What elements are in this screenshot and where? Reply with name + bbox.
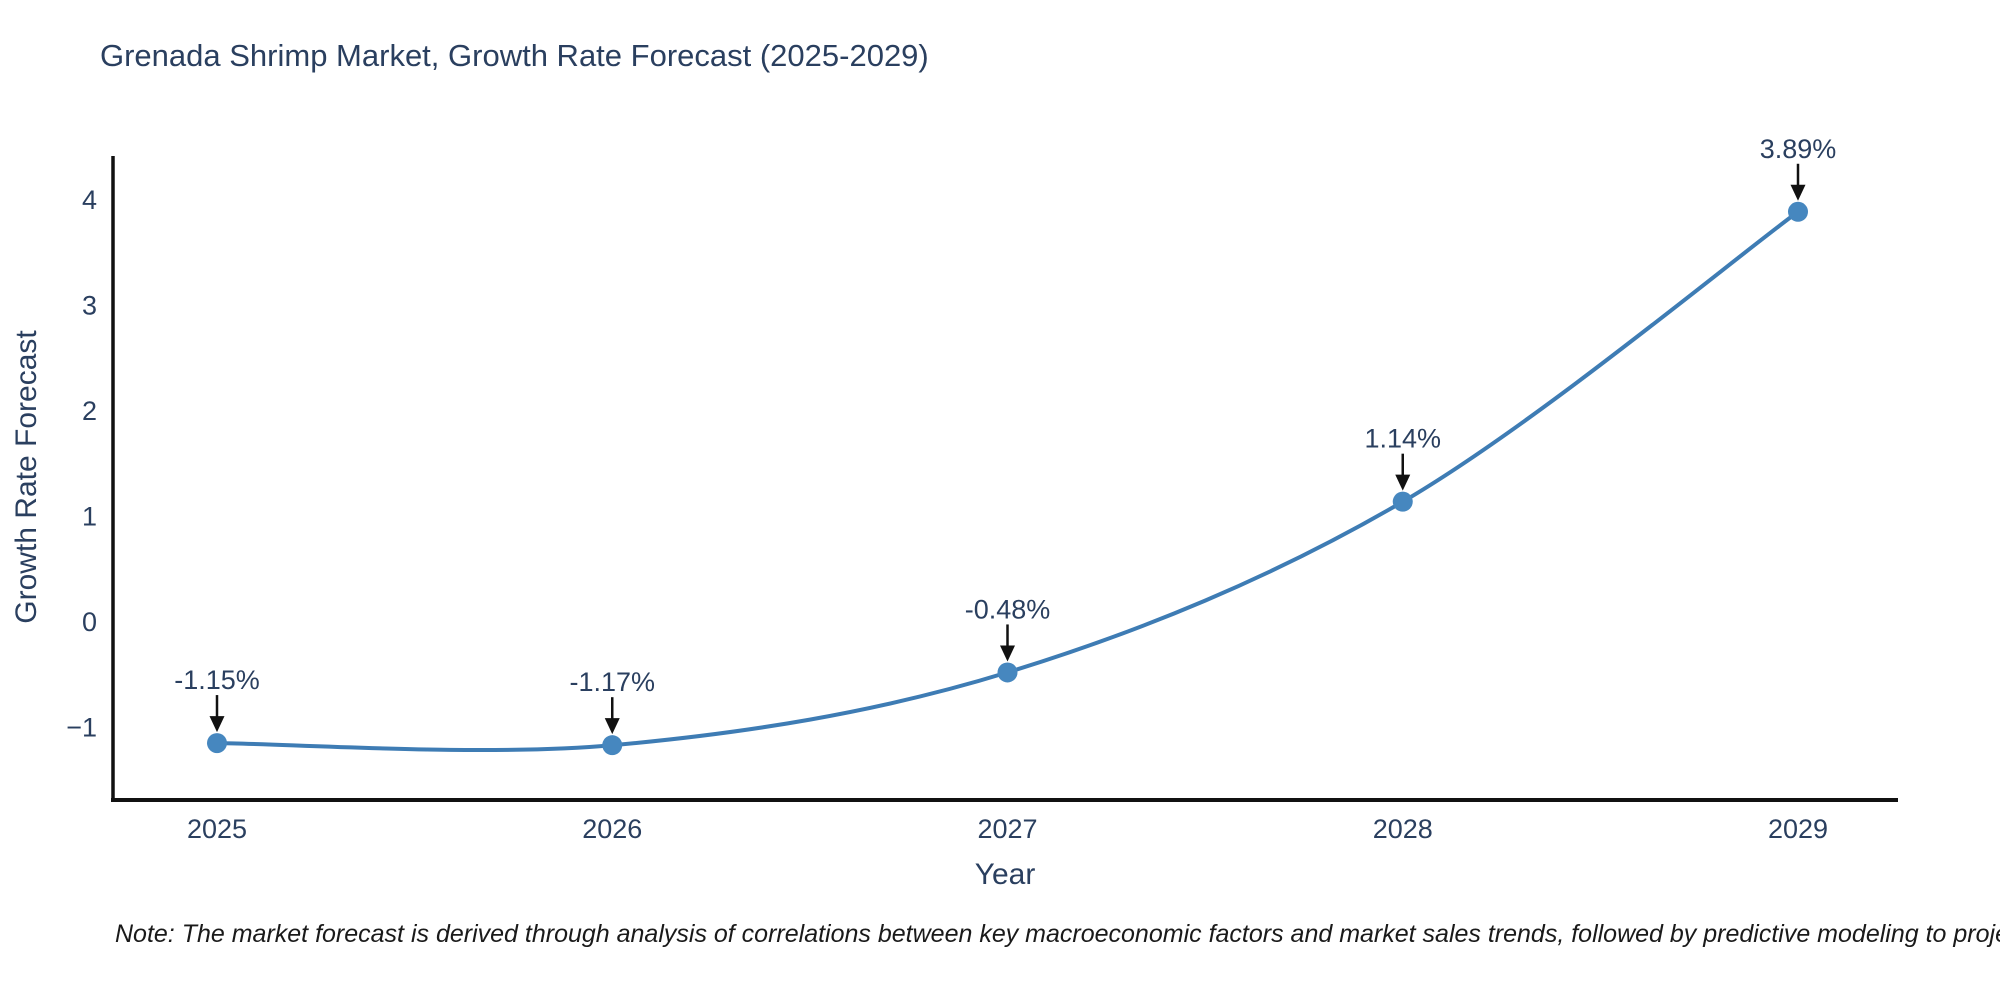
x-tick-label: 2027 bbox=[977, 814, 1037, 844]
y-tick-label: 3 bbox=[82, 291, 97, 321]
y-tick-label: 0 bbox=[82, 607, 97, 637]
annotation-arrowhead bbox=[1790, 184, 1806, 201]
x-tick-label: 2025 bbox=[187, 814, 247, 844]
x-tick-label: 2029 bbox=[1768, 814, 1828, 844]
data-point-marker[interactable] bbox=[207, 733, 227, 754]
x-tick-label: 2028 bbox=[1373, 814, 1433, 844]
annotation-arrowhead bbox=[1395, 474, 1411, 491]
forecast-line bbox=[215, 209, 1800, 753]
y-axis-title: Growth Rate Forecast bbox=[10, 330, 43, 624]
x-tick-label: 2026 bbox=[582, 814, 642, 844]
x-axis-title: Year bbox=[974, 858, 1036, 891]
data-point-label: -0.48% bbox=[965, 594, 1051, 624]
y-tick-label: 1 bbox=[82, 501, 97, 531]
data-point-marker[interactable] bbox=[997, 662, 1018, 683]
data-point-label: -1.17% bbox=[569, 667, 655, 697]
y-tick-label: 4 bbox=[82, 185, 97, 215]
data-point-label: 1.14% bbox=[1364, 424, 1441, 454]
data-point-label: 3.89% bbox=[1760, 134, 1837, 164]
y-tick-label: −1 bbox=[66, 712, 97, 742]
footnote: Note: The market forecast is derived thr… bbox=[115, 920, 2000, 948]
chart-title: Grenada Shrimp Market, Growth Rate Forec… bbox=[100, 38, 929, 73]
data-point-marker[interactable] bbox=[1392, 491, 1413, 512]
y-tick-label: 2 bbox=[82, 396, 97, 426]
data-point-label: -1.15% bbox=[174, 665, 260, 695]
annotation-arrowhead bbox=[1000, 645, 1015, 662]
data-point-marker[interactable] bbox=[602, 735, 623, 756]
annotation-arrowhead bbox=[604, 718, 620, 735]
data-point-marker[interactable] bbox=[1788, 201, 1808, 222]
annotation-arrowhead bbox=[209, 716, 225, 733]
